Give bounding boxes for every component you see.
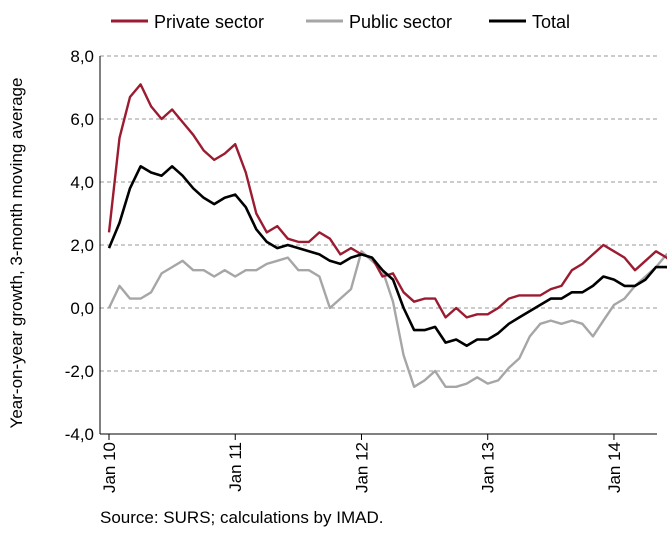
y-tick-label: 0,0: [70, 299, 94, 318]
legend: Private sector Public sector Total: [111, 12, 570, 32]
series-line-total: [107, 165, 667, 348]
grid-layer: [100, 55, 657, 372]
label-layer: 8,0 6,0 4,0 2,0 0,0 -2,0 -4,0 Jan 10 Jan 11 Jan 1…: [7, 47, 624, 493]
y-tick-label: 6,0: [70, 110, 94, 129]
x-tick-label: Jan 12: [352, 442, 371, 493]
y-tick-label: -2,0: [65, 362, 94, 381]
y-tick-label: 4,0: [70, 173, 94, 192]
legend-label-public-sector: Public sector: [349, 12, 452, 32]
legend-label-total: Total: [532, 12, 570, 32]
series-layer: [107, 83, 667, 388]
axis-layer: [99, 56, 657, 440]
legend-label-private-sector: Private sector: [154, 12, 264, 32]
x-tick-label: Jan 14: [605, 442, 624, 493]
source-note: Source: SURS; calculations by IMAD.: [100, 508, 384, 527]
y-tick-label: 2,0: [70, 236, 94, 255]
series-line-private-sector: [107, 83, 667, 319]
series-line-public-sector: [107, 250, 667, 388]
y-axis-title: Year-on-year growth, 3-month moving aver…: [7, 78, 26, 429]
y-tick-label: 8,0: [70, 47, 94, 66]
x-tick-label: Jan 11: [226, 442, 245, 492]
x-tick-label: Jan 10: [100, 442, 119, 493]
x-tick-label: Jan 13: [479, 442, 498, 493]
y-tick-label: -4,0: [65, 425, 94, 444]
